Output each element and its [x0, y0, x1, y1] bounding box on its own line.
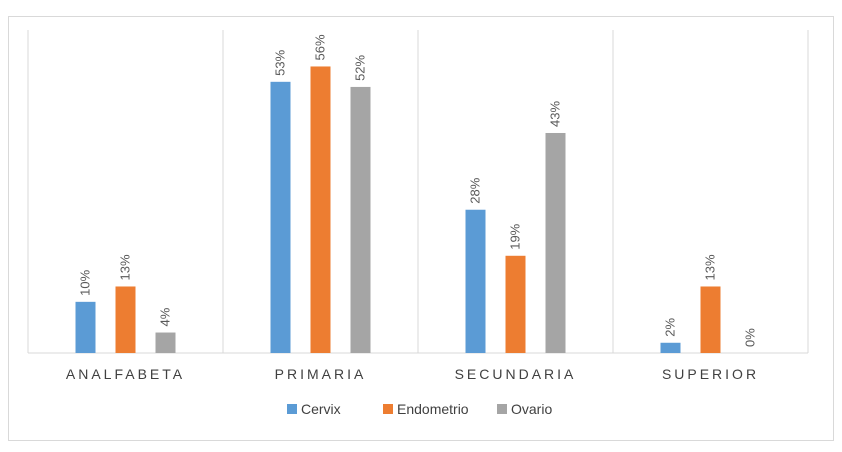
data-label: 13% [703, 254, 718, 280]
data-label: 28% [468, 177, 483, 203]
legend-swatch-endometrio [383, 404, 393, 414]
legend-swatch-ovario [497, 404, 507, 414]
bar-cervix-analfabeta [75, 301, 96, 353]
x-tick-label: PRIMARIA [275, 366, 367, 382]
legend-label-ovario: Ovario [511, 401, 552, 417]
data-label: 0% [743, 328, 758, 347]
data-label: 2% [663, 318, 678, 337]
data-label: 19% [508, 223, 523, 249]
chart-frame [8, 16, 834, 441]
data-label: 10% [78, 269, 93, 295]
bar-cervix-primaria [270, 81, 291, 354]
bar-cervix-secundaria [465, 209, 486, 353]
bar-ovario-analfabeta [155, 332, 176, 353]
x-tick-label: SUPERIOR [662, 366, 759, 382]
legend-swatch-cervix [287, 404, 297, 414]
bar-endometrio-superior [700, 286, 721, 353]
data-label: 4% [158, 307, 173, 326]
bar-endometrio-primaria [310, 66, 331, 353]
legend-label-endometrio: Endometrio [397, 401, 469, 417]
data-label: 13% [118, 254, 133, 280]
bar-ovario-secundaria [545, 132, 566, 353]
x-tick-label: ANALFABETA [66, 366, 185, 382]
x-tick-label: SECUNDARIA [455, 366, 577, 382]
data-label: 43% [548, 101, 563, 127]
bar-ovario-primaria [350, 86, 371, 353]
data-label: 56% [313, 34, 328, 60]
data-label: 53% [273, 49, 288, 75]
bar-endometrio-secundaria [505, 255, 526, 353]
bar-endometrio-analfabeta [115, 286, 136, 353]
bar-cervix-superior [660, 342, 681, 353]
data-label: 52% [353, 54, 368, 80]
legend-label-cervix: Cervix [301, 401, 341, 417]
